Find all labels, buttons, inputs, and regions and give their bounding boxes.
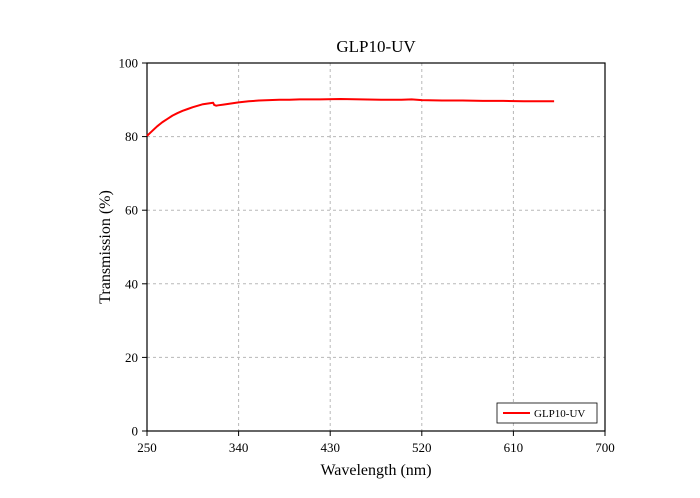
series-layer xyxy=(146,98,555,137)
x-tick-label: 340 xyxy=(229,440,249,455)
grid-layer xyxy=(147,63,605,431)
y-tick-label: 80 xyxy=(125,129,138,144)
x-tick-label: 250 xyxy=(137,440,157,455)
series-line xyxy=(146,98,555,137)
y-tick-label: 40 xyxy=(125,276,138,291)
y-tick-label: 0 xyxy=(132,424,139,439)
legend-box xyxy=(496,402,598,424)
y-tick-label: 60 xyxy=(125,203,138,218)
x-tick-label: 700 xyxy=(595,440,615,455)
x-tick-label: 520 xyxy=(412,440,432,455)
x-tick-label: 430 xyxy=(320,440,340,455)
y-axis-label: Transmission (%) xyxy=(97,190,114,304)
x-tick-label: 610 xyxy=(504,440,524,455)
legend: GLP10-UV xyxy=(496,402,598,424)
chart-title: GLP10-UV xyxy=(336,37,416,56)
y-tick-label: 20 xyxy=(125,350,138,365)
x-axis-label: Wavelength (nm) xyxy=(320,462,431,479)
tick-layer: 250 340 430 520 610 700 0 20 40 60 80 100 xyxy=(119,56,615,456)
y-tick-label: 100 xyxy=(119,56,139,71)
legend-label: GLP10-UV xyxy=(534,408,585,420)
plot-frame xyxy=(146,62,606,432)
